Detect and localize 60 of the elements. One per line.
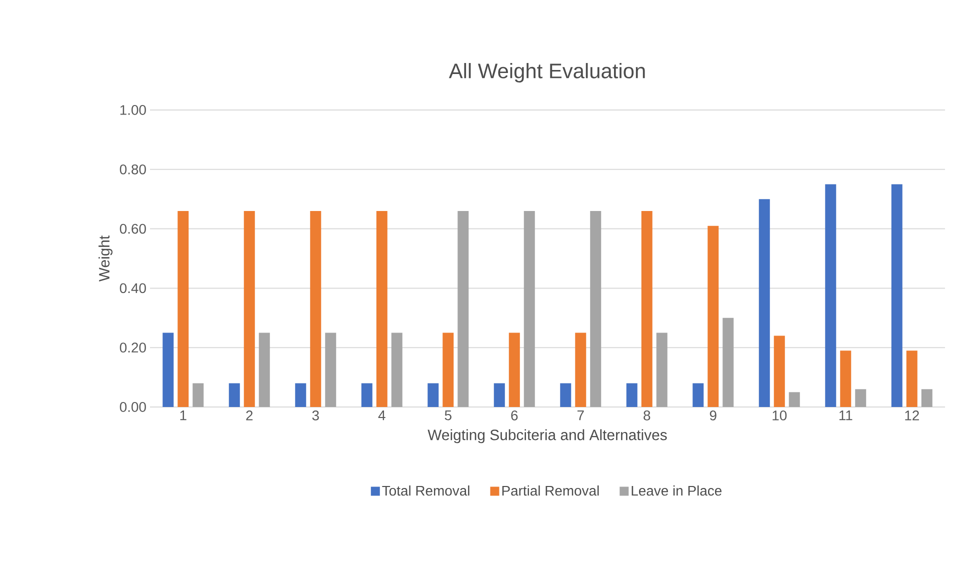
x-tick-label: 12 xyxy=(905,410,919,420)
y-tick-label: 0.00 xyxy=(120,402,146,412)
y-tick-label: 0.20 xyxy=(120,342,146,353)
bar xyxy=(891,184,902,407)
x-tick-label: 6 xyxy=(511,410,518,420)
bar xyxy=(774,336,785,407)
bar xyxy=(708,226,719,407)
legend-label: Partial Removal xyxy=(502,485,599,496)
x-tick-label: 2 xyxy=(246,410,253,420)
bar xyxy=(825,184,836,407)
bar xyxy=(244,210,255,407)
y-tick-label: 1.00 xyxy=(120,105,146,115)
legend-label: Total Removal xyxy=(382,485,470,496)
bar xyxy=(855,389,866,407)
bar xyxy=(590,210,602,407)
bar xyxy=(906,350,918,407)
x-tick-label: 7 xyxy=(577,410,584,420)
bar xyxy=(162,332,174,407)
bar xyxy=(560,383,572,407)
bar xyxy=(788,392,800,407)
bar xyxy=(178,210,189,407)
bar xyxy=(508,332,520,407)
bar xyxy=(921,389,932,407)
x-tick-label: 8 xyxy=(644,410,650,420)
bar xyxy=(428,383,439,407)
bar xyxy=(458,210,469,407)
bar xyxy=(758,199,770,407)
bar xyxy=(310,210,322,407)
x-tick-label: 1 xyxy=(180,410,186,420)
bar xyxy=(656,332,668,407)
bar xyxy=(641,210,652,407)
bar xyxy=(494,383,505,407)
bar xyxy=(325,332,336,407)
bar xyxy=(442,332,454,407)
bar xyxy=(295,383,306,407)
y-axis-title: Weight xyxy=(98,235,112,282)
x-tick-label: 9 xyxy=(710,410,716,420)
x-tick-label: 5 xyxy=(444,410,452,420)
x-tick-label: 10 xyxy=(772,410,787,420)
bar xyxy=(692,383,704,407)
bar xyxy=(626,383,638,407)
x-tick-label: 3 xyxy=(312,410,319,420)
x-axis-title: Weigting Subciteria and Alternatives xyxy=(428,429,667,444)
bar xyxy=(722,318,734,407)
bar xyxy=(575,332,586,407)
bar xyxy=(391,332,402,407)
bar xyxy=(524,210,535,407)
bar xyxy=(258,332,270,407)
y-tick-label: 0.40 xyxy=(120,283,146,294)
bar xyxy=(361,383,372,407)
legend-label: Leave in Place xyxy=(632,485,722,496)
x-tick-label: 4 xyxy=(378,410,386,420)
bar xyxy=(840,350,852,407)
y-tick-label: 0.80 xyxy=(120,164,146,174)
x-tick-label: 11 xyxy=(839,410,852,420)
chart-title: All Weight Evaluation xyxy=(448,63,645,82)
y-tick-label: 0.60 xyxy=(120,224,146,234)
bar xyxy=(228,383,240,407)
bar xyxy=(192,383,204,407)
bar xyxy=(376,210,388,407)
